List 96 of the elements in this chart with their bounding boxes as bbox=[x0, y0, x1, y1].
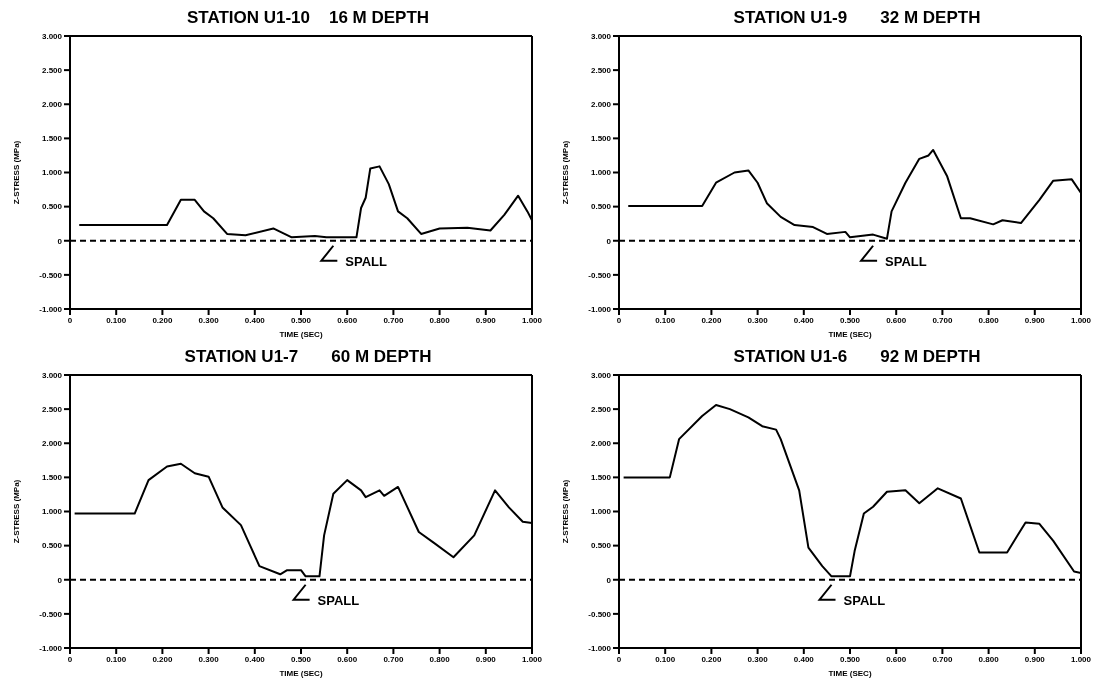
x-tick-label: 0.500 bbox=[839, 315, 861, 325]
x-tick-label: 0.200 bbox=[701, 654, 722, 664]
x-tick-label: 0 bbox=[67, 315, 73, 325]
x-tick-label: 0.100 bbox=[655, 654, 676, 664]
y-tick-label: 0 bbox=[606, 236, 612, 246]
x-tick-label: 0.100 bbox=[655, 315, 676, 325]
y-tick-label: 2.000 bbox=[590, 100, 612, 110]
y-tick-label: 1.500 bbox=[41, 473, 63, 483]
y-tick-label: 0.500 bbox=[41, 541, 63, 551]
x-tick-label: 1.000 bbox=[1070, 654, 1092, 664]
x-tick-label: 0.300 bbox=[198, 654, 220, 664]
x-axis-title: TIME (SEC) bbox=[828, 330, 872, 339]
y-axis-title: Z-STRESS (MPa) bbox=[11, 140, 21, 205]
y-tick-label: 3.000 bbox=[41, 31, 63, 41]
y-tick-label: 1.000 bbox=[590, 507, 612, 517]
annotation: SPALL bbox=[317, 592, 360, 608]
chart-title: STATION U1-9 32 M DEPTH bbox=[732, 8, 982, 29]
y-axis-title: Z-STRESS (MPa) bbox=[11, 479, 21, 544]
y-tick-label: 3.000 bbox=[590, 370, 612, 380]
y-tick-label: 3.000 bbox=[590, 31, 612, 41]
y-tick-label: 2.000 bbox=[41, 100, 63, 110]
x-tick-label: 0.400 bbox=[793, 315, 815, 325]
x-tick-label: 0.600 bbox=[337, 315, 358, 325]
x-tick-label: 0.300 bbox=[747, 654, 769, 664]
x-tick-label: 0.800 bbox=[429, 654, 451, 664]
y-tick-label: -1.000 bbox=[588, 304, 612, 314]
y-tick-label: 2.500 bbox=[41, 65, 63, 75]
x-tick-label: 0.900 bbox=[1024, 315, 1046, 325]
x-tick-label: 0.500 bbox=[839, 654, 861, 664]
chart-title: STATION U1-6 92 M DEPTH bbox=[732, 347, 982, 368]
x-tick-label: 0.800 bbox=[978, 315, 1000, 325]
x-tick-label: 0.200 bbox=[152, 315, 173, 325]
x-tick-label: 0.600 bbox=[886, 654, 907, 664]
x-tick-label: 0 bbox=[67, 654, 73, 664]
x-tick-label: 0.800 bbox=[978, 654, 1000, 664]
x-axis-title: TIME (SEC) bbox=[279, 669, 323, 678]
y-tick-label: -1.000 bbox=[39, 304, 63, 314]
chart-title: STATION U1-7 60 M DEPTH bbox=[183, 347, 433, 368]
x-tick-label: 1.000 bbox=[1070, 315, 1092, 325]
x-tick-label: 0.100 bbox=[106, 654, 127, 664]
y-tick-label: 1.000 bbox=[590, 168, 612, 178]
y-tick-label: -0.500 bbox=[588, 270, 612, 280]
y-tick-label: -0.500 bbox=[39, 270, 63, 280]
x-tick-label: 1.000 bbox=[521, 654, 543, 664]
y-tick-label: 2.000 bbox=[590, 439, 612, 449]
y-tick-label: 0.500 bbox=[590, 202, 612, 212]
y-tick-label: -1.000 bbox=[39, 643, 63, 653]
y-tick-label: 1.000 bbox=[41, 168, 63, 178]
y-tick-label: 0 bbox=[57, 575, 63, 585]
x-tick-label: 0.400 bbox=[244, 315, 266, 325]
y-axis-title: Z-STRESS (MPa) bbox=[560, 479, 570, 544]
y-tick-label: 2.500 bbox=[590, 65, 612, 75]
y-tick-label: 2.000 bbox=[41, 439, 63, 449]
x-tick-label: 0.300 bbox=[198, 315, 220, 325]
x-tick-label: 0 bbox=[616, 654, 622, 664]
y-tick-label: 3.000 bbox=[41, 370, 63, 380]
y-tick-label: 1.500 bbox=[590, 134, 612, 144]
y-tick-label: 0 bbox=[606, 575, 612, 585]
y-tick-label: -0.500 bbox=[588, 609, 612, 619]
x-tick-label: 0.200 bbox=[152, 654, 173, 664]
x-tick-label: 0.700 bbox=[932, 315, 953, 325]
annotation: SPALL bbox=[843, 592, 886, 608]
y-tick-label: 0 bbox=[57, 236, 63, 246]
y-axis-title: Z-STRESS (MPa) bbox=[560, 140, 570, 205]
x-axis-title: TIME (SEC) bbox=[279, 330, 323, 339]
x-tick-label: 0.600 bbox=[886, 315, 907, 325]
chart-title: STATION U1-10 16 M DEPTH bbox=[185, 8, 431, 29]
y-tick-label: 2.500 bbox=[41, 404, 63, 414]
x-tick-label: 0.900 bbox=[475, 654, 497, 664]
x-axis-title: TIME (SEC) bbox=[828, 669, 872, 678]
annotation: SPALL bbox=[345, 253, 388, 269]
x-tick-label: 0.700 bbox=[932, 654, 953, 664]
x-tick-label: 0.100 bbox=[106, 315, 127, 325]
x-tick-label: 0.500 bbox=[290, 315, 312, 325]
x-tick-label: 0.400 bbox=[244, 654, 266, 664]
x-tick-label: 0.600 bbox=[337, 654, 358, 664]
x-tick-label: 0.900 bbox=[475, 315, 497, 325]
x-tick-label: 0.500 bbox=[290, 654, 312, 664]
annotation: SPALL bbox=[885, 253, 927, 269]
y-tick-label: 1.500 bbox=[590, 473, 612, 483]
x-tick-label: 0.300 bbox=[747, 315, 769, 325]
x-tick-label: 0.400 bbox=[793, 654, 815, 664]
x-tick-label: 0 bbox=[616, 315, 622, 325]
y-tick-label: -1.000 bbox=[588, 643, 612, 653]
x-tick-label: 0.700 bbox=[383, 654, 404, 664]
y-tick-label: 0.500 bbox=[590, 541, 612, 551]
x-tick-label: 0.800 bbox=[429, 315, 451, 325]
y-tick-label: 1.500 bbox=[41, 134, 63, 144]
x-tick-label: 0.900 bbox=[1024, 654, 1046, 664]
x-tick-label: 1.000 bbox=[521, 315, 543, 325]
y-tick-label: 0.500 bbox=[41, 202, 63, 212]
x-tick-label: 0.700 bbox=[383, 315, 404, 325]
y-tick-label: -0.500 bbox=[39, 609, 63, 619]
y-tick-label: 2.500 bbox=[590, 404, 612, 414]
x-tick-label: 0.200 bbox=[701, 315, 722, 325]
y-tick-label: 1.000 bbox=[41, 507, 63, 517]
